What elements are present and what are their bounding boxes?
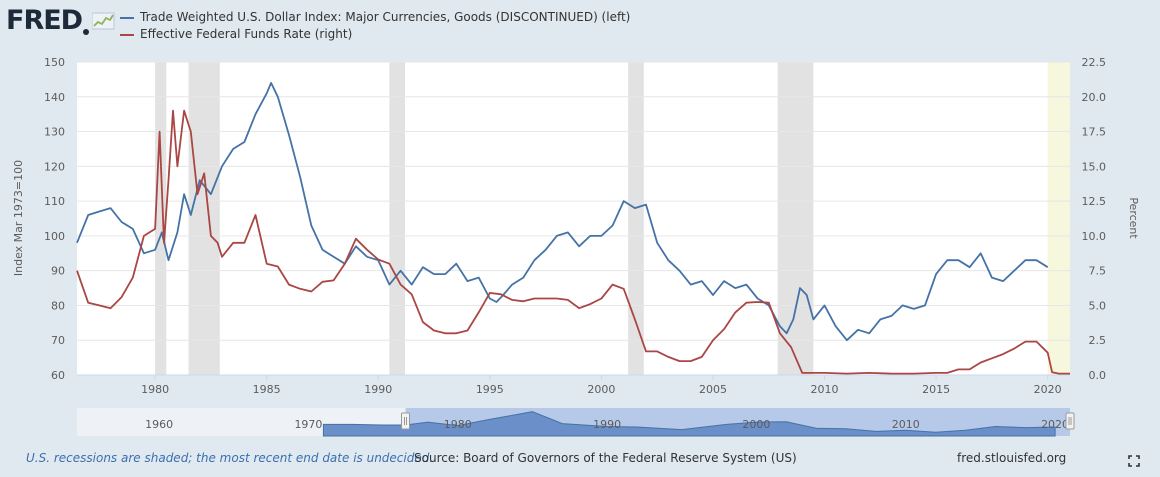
navigator-tick-label: 1970: [294, 418, 322, 431]
navigator-handle-right[interactable]: [1065, 412, 1075, 430]
navigator-tick-label: 2020: [1041, 418, 1069, 431]
y-right-tick-label: 0.0: [1089, 369, 1107, 382]
navigator-handle-left[interactable]: [401, 412, 411, 430]
x-tick-label: 2000: [587, 383, 615, 396]
legend-swatch-series-2: [120, 33, 134, 36]
recession-band-3: [628, 62, 644, 375]
x-tick-label: 2015: [922, 383, 950, 396]
y-axis-right-title: Percent: [1127, 197, 1140, 239]
x-tick-label: 1985: [253, 383, 281, 396]
series-lines: [76, 82, 1070, 375]
x-tick-label: 1995: [476, 383, 504, 396]
navigator-area: [322, 411, 1056, 437]
x-tick-label: 2005: [699, 383, 727, 396]
y-left-tick-label: 70: [51, 334, 65, 347]
recession-shading: [155, 62, 1070, 375]
navigator-tick-label: 1990: [593, 418, 621, 431]
y-left-tick-label: 90: [51, 265, 65, 278]
chart-legend: Trade Weighted U.S. Dollar Index: Major …: [120, 9, 630, 43]
chart-footer: U.S. recessions are shaded; the most rec…: [0, 451, 1160, 469]
y-right-tick-label: 5.0: [1089, 299, 1107, 312]
navigator-tick-label: 2000: [742, 418, 770, 431]
navigator-ticks: 1960 1970 1980 1990 2000 2010 2020: [145, 418, 1069, 431]
legend-label-series-1: Trade Weighted U.S. Dollar Index: Major …: [140, 10, 631, 24]
range-navigator[interactable]: 1960 1970 1980 1990 2000 2010 2020: [77, 408, 1075, 437]
undecided-band: [1047, 62, 1070, 375]
y-right-tick-label: 12.5: [1082, 195, 1107, 208]
x-tick-label: 1980: [141, 383, 169, 396]
navigator-tick-label: 1960: [145, 418, 173, 431]
legend-item-series-2[interactable]: Effective Federal Funds Rate (right): [120, 26, 630, 43]
y-left-tick-label: 120: [44, 160, 65, 173]
y-right-tick-label: 15.0: [1082, 160, 1107, 173]
y-right-tick-label: 2.5: [1089, 334, 1107, 347]
legend-swatch-series-1: [120, 16, 134, 19]
recession-band-4: [777, 62, 814, 375]
logo-text: FRED: [6, 5, 83, 36]
navigator-series-area: [322, 411, 1056, 437]
y-right-tick-label: 10.0: [1082, 230, 1107, 243]
site-link[interactable]: fred.stlouisfed.org: [957, 451, 1067, 465]
plot-background: [77, 62, 1070, 375]
recession-band-0: [155, 62, 167, 375]
y-axis-left-ticks: 60 70 80 90 100 110 120 130 140 150: [44, 56, 65, 382]
y-left-tick-label: 140: [44, 91, 65, 104]
x-tick-label: 2020: [1034, 383, 1062, 396]
y-axis-right-ticks: 0.0 2.5 5.0 7.5 10.0 12.5 15.0 17.5 20.0 22.5: [1082, 56, 1107, 382]
y-left-tick-label: 110: [44, 195, 65, 208]
y-axis-left-title: Index Mar 1973=100: [12, 160, 25, 276]
y-left-tick-label: 80: [51, 299, 65, 312]
x-tick-label: 1990: [364, 383, 392, 396]
expand-icon[interactable]: [1128, 455, 1140, 467]
series-line-1[interactable]: [76, 82, 1049, 342]
chart-canvas: 60 70 80 90 100 110 120 130 140 150 0.0 2.5 5.0 7.5 1…: [12, 56, 1140, 437]
recession-note: U.S. recessions are shaded; the most rec…: [26, 451, 434, 465]
x-tick-label: 2010: [811, 383, 839, 396]
logo-dot: [83, 29, 90, 35]
legend-label-series-2: Effective Federal Funds Rate (right): [140, 27, 353, 41]
y-right-tick-label: 17.5: [1082, 126, 1107, 139]
recession-band-2: [389, 62, 406, 375]
y-left-tick-label: 60: [51, 369, 65, 382]
legend-item-series-1[interactable]: Trade Weighted U.S. Dollar Index: Major …: [120, 9, 630, 26]
source-text: Source: Board of Governors of the Federa…: [414, 451, 797, 465]
y-left-tick-label: 150: [44, 56, 65, 69]
x-axis-ticks: 1980 1985 1990 1995 2000 2005 2010 2015 2020: [77, 374, 1070, 396]
fred-logo[interactable]: FRED: [6, 4, 116, 38]
recession-band-1: [188, 62, 220, 375]
y-left-tick-label: 130: [44, 126, 65, 139]
y-right-tick-label: 20.0: [1082, 91, 1107, 104]
y-right-tick-label: 22.5: [1082, 56, 1107, 69]
line-graph-icon: [92, 12, 115, 30]
navigator-tick-label: 2010: [892, 418, 920, 431]
navigator-handles[interactable]: [401, 412, 1075, 430]
y-right-tick-label: 7.5: [1089, 265, 1107, 278]
y-left-tick-label: 100: [44, 230, 65, 243]
series-line-2[interactable]: [76, 109, 1070, 375]
navigator-tick-label: 1980: [444, 418, 472, 431]
